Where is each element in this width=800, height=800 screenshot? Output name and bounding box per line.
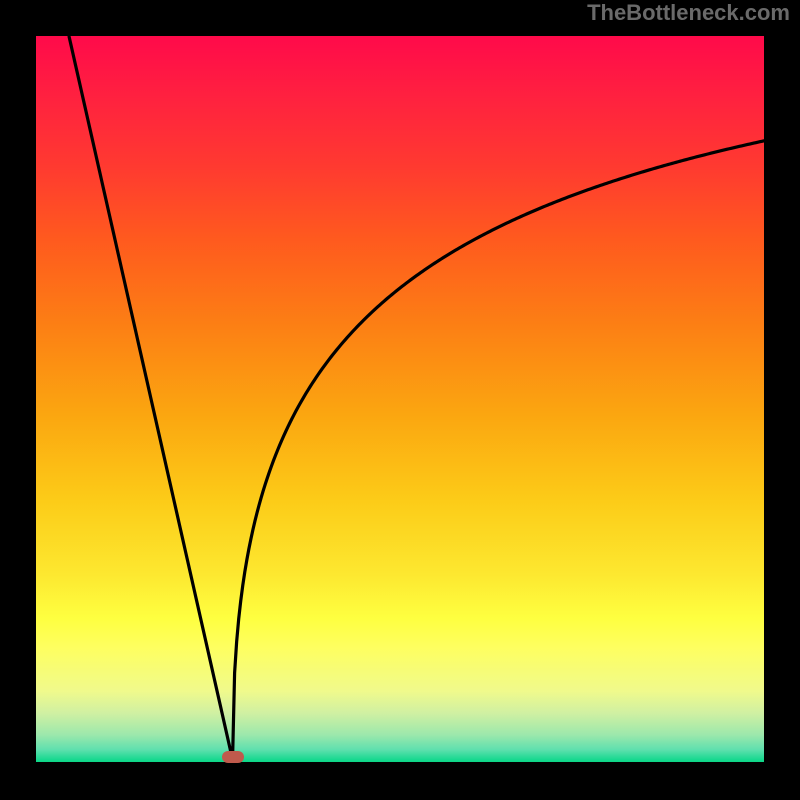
chart-gradient-background [36,36,764,764]
curve-minimum-marker [222,751,244,763]
watermark-text: TheBottleneck.com [587,0,790,26]
chart-stage: TheBottleneck.com [0,0,800,800]
